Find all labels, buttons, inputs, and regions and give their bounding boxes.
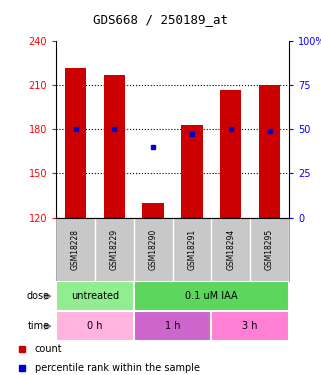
Bar [259, 86, 280, 218]
Text: 0 h: 0 h [87, 321, 103, 331]
Bar [56, 281, 134, 311]
Bar [220, 90, 241, 218]
Text: GSM18290: GSM18290 [149, 229, 158, 270]
Text: percentile rank within the sample: percentile rank within the sample [35, 363, 200, 373]
Text: GSM18228: GSM18228 [71, 229, 80, 270]
Bar [211, 311, 289, 341]
Bar [56, 311, 134, 341]
Text: GSM18229: GSM18229 [110, 229, 119, 270]
Bar [134, 311, 211, 341]
Bar [65, 68, 86, 218]
Text: 3 h: 3 h [242, 321, 258, 331]
Text: GSM18295: GSM18295 [265, 229, 274, 270]
Text: time: time [28, 321, 50, 331]
Text: 0.1 uM IAA: 0.1 uM IAA [185, 291, 238, 301]
Text: count: count [35, 344, 62, 354]
Bar [181, 125, 203, 217]
Bar [143, 203, 164, 217]
Text: GSM18294: GSM18294 [226, 229, 235, 270]
Bar [104, 75, 125, 217]
Text: GDS668 / 250189_at: GDS668 / 250189_at [93, 13, 228, 26]
Text: 1 h: 1 h [165, 321, 180, 331]
Text: dose: dose [27, 291, 50, 301]
Text: GSM18291: GSM18291 [187, 229, 196, 270]
Text: untreated: untreated [71, 291, 119, 301]
Bar [134, 281, 289, 311]
